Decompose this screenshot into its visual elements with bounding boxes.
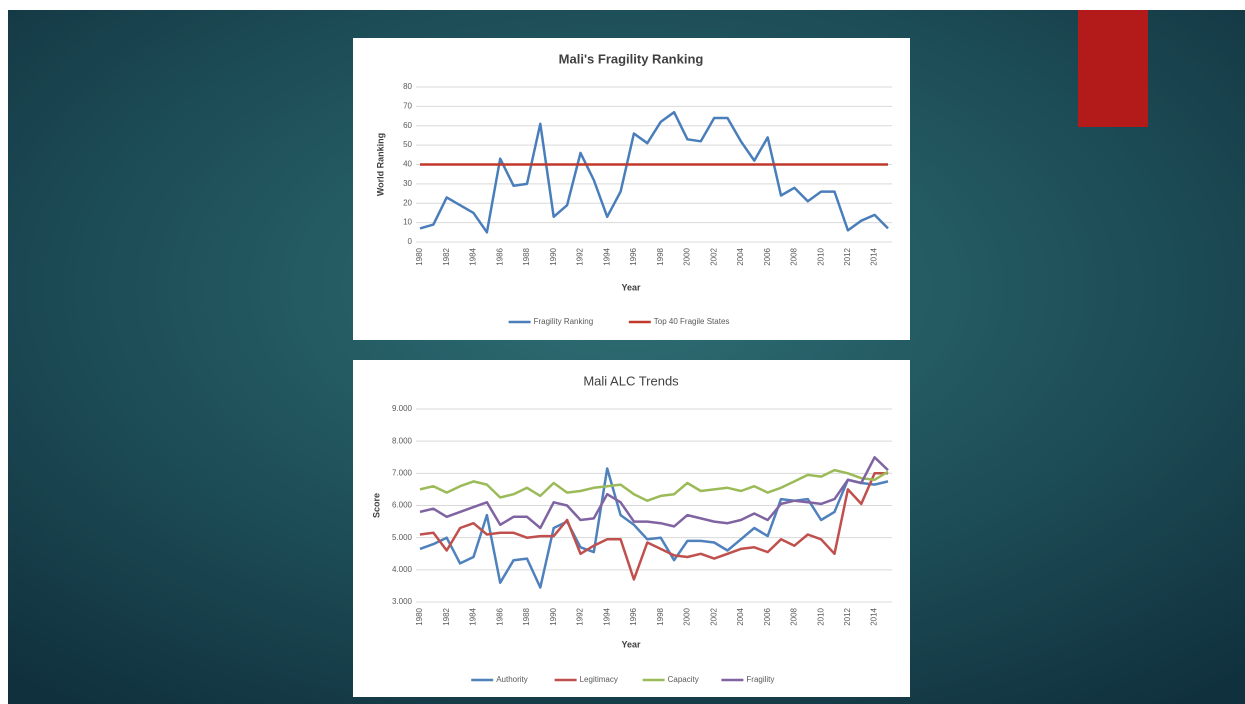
x-tick-label: 2010: [816, 607, 825, 625]
x-tick-label: 1990: [549, 247, 558, 265]
x-tick-label: 1982: [442, 607, 451, 625]
legend-label: Authority: [496, 675, 528, 684]
y-tick-label: 60: [403, 121, 412, 130]
y-tick-label: 4.000: [392, 565, 413, 574]
y-tick-label: 9.000: [392, 404, 413, 413]
x-tick-label: 1992: [576, 607, 585, 625]
x-tick-label: 1990: [549, 607, 558, 625]
chart-panel: [353, 360, 910, 697]
x-tick-label: 2014: [870, 247, 879, 265]
legend-label: Top 40 Fragile States: [654, 317, 730, 326]
y-tick-label: 5.000: [392, 533, 413, 542]
x-tick-label: 2014: [870, 607, 879, 625]
x-tick-label: 1984: [469, 247, 478, 265]
x-tick-label: 2012: [843, 607, 852, 625]
y-tick-label: 10: [403, 218, 412, 227]
x-tick-label: 2008: [790, 607, 799, 625]
x-tick-label: 1980: [415, 607, 424, 625]
x-tick-label: 1992: [576, 247, 585, 265]
y-tick-label: 40: [403, 160, 412, 169]
x-tick-label: 2012: [843, 247, 852, 265]
legend-label: Capacity: [668, 675, 699, 684]
y-tick-label: 7.000: [392, 468, 413, 477]
x-tick-label: 2006: [763, 607, 772, 625]
x-tick-label: 2004: [736, 607, 745, 625]
chart-panel: [353, 38, 910, 340]
x-tick-label: 1998: [656, 607, 665, 625]
x-tick-label: 1994: [602, 607, 611, 625]
legend-label: Fragility Ranking: [534, 317, 594, 326]
x-tick-label: 2002: [709, 607, 718, 625]
x-tick-label: 1984: [469, 607, 478, 625]
y-tick-label: 30: [403, 179, 412, 188]
y-tick-label: 80: [403, 82, 412, 91]
x-tick-label: 1994: [602, 247, 611, 265]
y-tick-label: 3.000: [392, 597, 413, 606]
y-axis-title: Score: [371, 493, 381, 518]
y-axis-title: World Ranking: [375, 133, 385, 196]
chart-title: Mali ALC Trends: [583, 373, 679, 388]
legend-label: Fragility: [746, 675, 774, 684]
x-tick-label: 1996: [629, 607, 638, 625]
x-tick-label: 2000: [683, 607, 692, 625]
x-tick-label: 2010: [816, 247, 825, 265]
y-tick-label: 6.000: [392, 501, 413, 510]
chart-title: Mali's Fragility Ranking: [559, 51, 704, 66]
x-tick-label: 1986: [495, 247, 504, 265]
data-line: [419, 472, 888, 581]
x-tick-label: 1996: [629, 247, 638, 265]
x-tick-label: 1982: [442, 247, 451, 265]
data-line: [419, 110, 889, 234]
x-tick-label: 2002: [709, 247, 718, 265]
x-tick-label: 2006: [763, 247, 772, 265]
x-tick-label: 1998: [656, 247, 665, 265]
x-tick-label: 1986: [495, 607, 504, 625]
x-tick-label: 1988: [522, 607, 531, 625]
x-tick-label: 1988: [522, 247, 531, 265]
x-axis-title: Year: [621, 639, 641, 649]
y-tick-label: 70: [403, 101, 412, 110]
data-line: [419, 468, 889, 502]
x-tick-label: 2004: [736, 247, 745, 265]
legend-label: Legitimacy: [580, 675, 618, 684]
x-tick-label: 2000: [683, 247, 692, 265]
y-tick-label: 8.000: [392, 436, 413, 445]
x-tick-label: 2008: [790, 247, 799, 265]
data-line: [419, 456, 889, 530]
y-tick-label: 20: [403, 198, 412, 207]
accent-block: [1078, 10, 1148, 127]
y-tick-label: 0: [408, 237, 413, 246]
x-tick-label: 1980: [415, 247, 424, 265]
x-axis-title: Year: [621, 282, 641, 292]
y-tick-label: 50: [403, 140, 412, 149]
